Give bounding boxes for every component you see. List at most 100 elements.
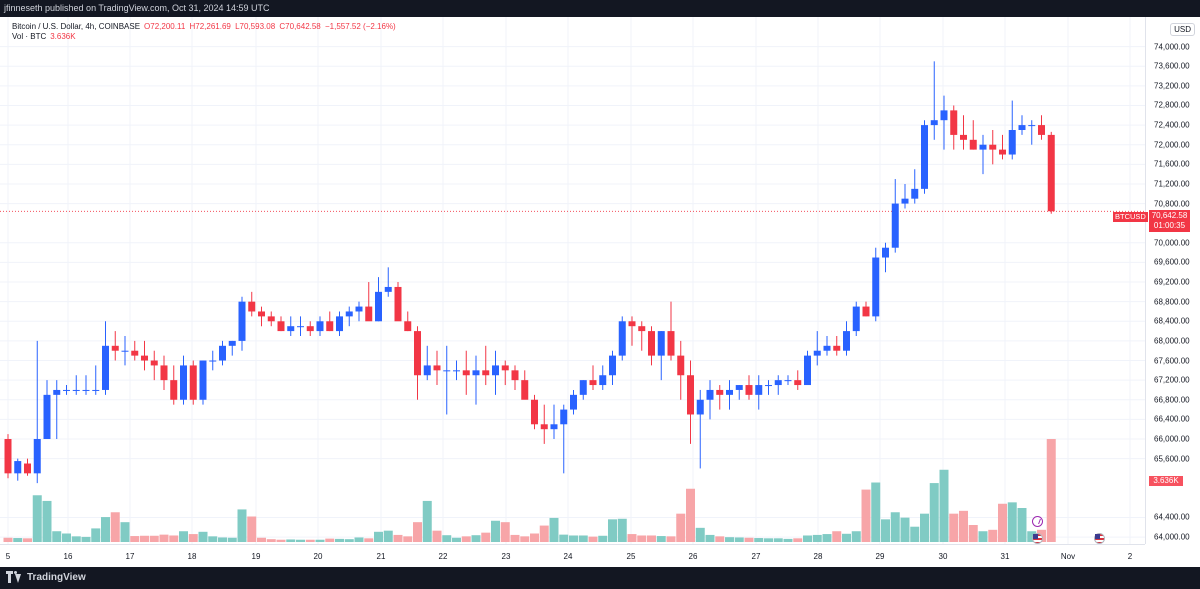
price-plot[interactable] [0,17,1145,544]
candle-body [482,370,490,376]
legend-volume-value: 3.636K [50,32,76,41]
candle-body [238,301,246,341]
price-tick-label: 64,400.00 [1154,512,1190,522]
candle-body [219,345,226,361]
currency-button[interactable]: USD [1170,23,1195,36]
candle-body [404,321,412,332]
volume-bar [842,533,851,542]
candle-body [326,321,334,332]
volume-bar [510,534,520,542]
price-axis[interactable]: USD 74,000.00 73,600.00 73,200.00 72,800.00… [1145,17,1200,544]
candle-body [53,389,61,395]
volume-bar [3,537,13,542]
tradingview-logo[interactable]: TradingView [6,571,86,583]
time-axis[interactable]: 5 16 17 18 19 20 21 22 23 24 25 26 27 28 29 30 31 Nov 2 [0,544,1145,567]
time-tick-label: 29 [875,552,885,561]
volume-bar [374,531,383,542]
price-tick-label: 68,800.00 [1154,297,1190,307]
volume-bar [832,531,842,542]
volume-bar [218,537,227,542]
time-tick-label: 30 [938,552,948,561]
last-price-tag: 70,642.58 01:00:35 [1149,210,1190,232]
candle-body [521,380,529,400]
volume-bar [432,530,442,542]
price-tick-label: 72,400.00 [1154,120,1190,130]
candle-body [950,110,958,135]
volume-bar [530,533,539,542]
price-tick-label: 69,600.00 [1154,257,1190,267]
candle-body [511,370,519,381]
us-flag-event-icon[interactable] [1032,533,1043,544]
us-flag-event-icon[interactable] [1094,533,1105,544]
candle-body [492,365,499,376]
publication-bar: jfinneseth published on TradingView.com,… [0,0,1200,17]
legend-symbol[interactable]: Bitcoin / U.S. Dollar, 4h, COINBASE [12,22,141,31]
candle-body [872,257,880,317]
price-tick-label: 70,800.00 [1154,199,1190,209]
time-tick-label: 2 [1127,552,1133,561]
volume-bar [793,538,803,542]
candle-body [979,144,987,150]
volume-bar [578,535,588,542]
volume-bar [822,534,832,542]
volume-bar [695,527,705,542]
candle-body [882,247,889,258]
candle-body [570,394,577,410]
price-tick-label: 68,400.00 [1154,316,1190,326]
volume-bar [851,531,861,542]
volume-bar [383,530,393,542]
volume-bar [1027,531,1037,542]
candle-body [72,389,80,391]
volume-bar [315,539,325,542]
volume-bar [422,500,432,542]
time-tick-label: 25 [626,552,636,561]
candle-body [843,331,850,351]
time-tick-label: 31 [1000,552,1010,561]
volume-bar [978,531,988,542]
candle-body [189,365,197,400]
volume-bar [393,534,403,542]
legend-close: C70,642.58 [279,22,321,31]
candle-body [433,365,441,371]
volume-bar [452,537,461,542]
branding-bar: TradingView [0,567,1200,589]
volume-bar [110,512,120,542]
volume-bar [666,536,676,542]
price-tick-label: 70,000.00 [1154,238,1190,248]
volume-bar [403,536,413,542]
candle-body [24,463,31,474]
volume-bar [296,539,305,542]
candle-body [1038,125,1045,135]
time-tick-label: 20 [313,552,323,561]
volume-bar [62,533,71,542]
volume-bar [325,538,335,542]
candle-body [267,316,275,322]
volume-bar [491,520,500,542]
time-tick-label: 16 [63,552,73,561]
candle-body [121,350,129,352]
volume-bar [900,517,910,542]
legend-volume-label[interactable]: Vol · BTC [12,32,47,41]
volume-bar [783,538,793,542]
candle-body [160,365,168,381]
volume-bar [120,522,130,542]
candle-body [531,399,538,425]
candle-body [316,321,324,332]
candle-body [4,439,12,474]
volume-bar [929,483,939,542]
candle-body [628,321,636,327]
chart-area[interactable]: Bitcoin / U.S. Dollar, 4h, COINBASE O72,… [0,17,1200,567]
candle-body [63,389,70,391]
time-tick-label: 18 [187,552,197,561]
volume-bar [744,537,754,542]
time-tick-label: 19 [251,552,261,561]
time-tick-label: 17 [125,552,135,561]
volume-bar [286,539,296,542]
volume-bar [520,536,530,542]
volume-bar [179,531,188,542]
candle-body [540,424,548,430]
lightning-event-icon[interactable] [1032,516,1043,527]
publication-text: jfinneseth published on TradingView.com,… [4,3,270,13]
volume-bar [149,535,159,542]
candle-body [911,188,919,199]
